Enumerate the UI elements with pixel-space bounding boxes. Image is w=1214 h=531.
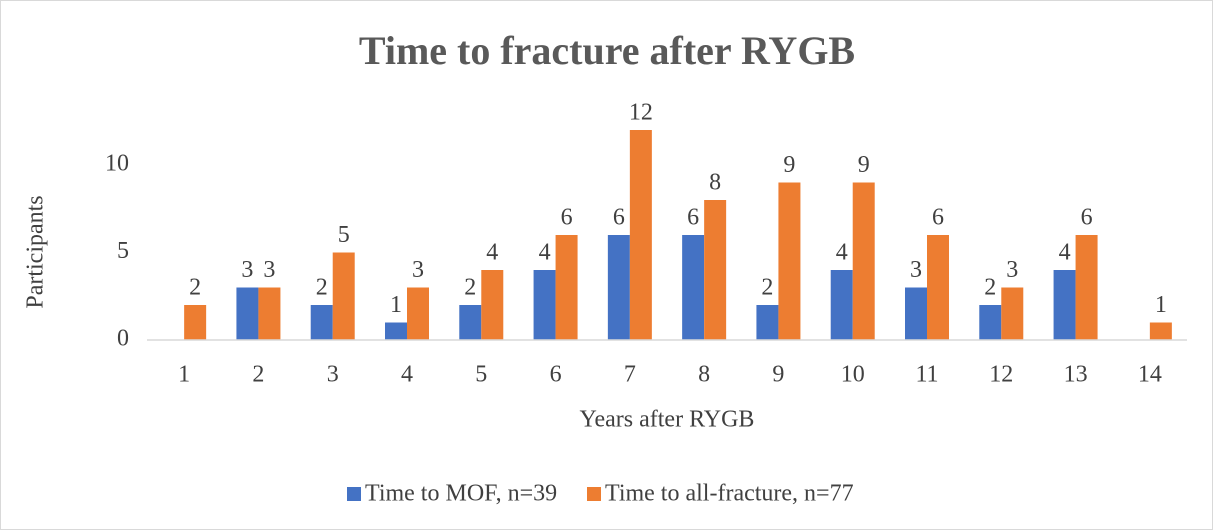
- data-label: 2: [316, 275, 328, 301]
- data-label: 2: [984, 275, 996, 301]
- legend-label: Time to MOF, n=39: [365, 481, 557, 507]
- bar: [607, 235, 630, 340]
- legend-swatch: [587, 487, 601, 501]
- bar: [481, 270, 504, 340]
- bar: [629, 130, 652, 340]
- x-tick-label: 12: [989, 362, 1013, 388]
- data-label: 1: [1155, 292, 1167, 318]
- data-label: 3: [910, 257, 922, 283]
- bar: [1053, 270, 1076, 340]
- bar: [704, 200, 727, 340]
- bar: [184, 305, 207, 340]
- x-tick-label: 9: [772, 362, 784, 388]
- x-tick-label: 5: [475, 362, 487, 388]
- bar: [236, 287, 259, 340]
- data-label: 3: [263, 257, 275, 283]
- data-label: 6: [561, 205, 573, 231]
- x-tick-label: 8: [698, 362, 710, 388]
- bar: [979, 305, 1002, 340]
- legend-label: Time to all-fracture, n=77: [605, 481, 854, 507]
- data-label: 4: [1059, 240, 1071, 266]
- data-label: 9: [783, 152, 795, 178]
- chart-title: Time to fracture after RYGB: [359, 28, 855, 73]
- bar: [756, 305, 779, 340]
- y-axis-label: Participants: [23, 195, 49, 308]
- bar: [385, 322, 407, 340]
- bar: [1075, 235, 1098, 340]
- bar: [555, 235, 578, 340]
- x-tick-label: 3: [327, 362, 339, 388]
- bar: [258, 287, 281, 340]
- y-tick-label: 5: [117, 238, 129, 264]
- bar: [1001, 287, 1024, 340]
- x-axis-label: Years after RYGB: [580, 407, 755, 433]
- bar: [459, 305, 482, 340]
- legend-swatch: [347, 487, 361, 501]
- bar: [310, 305, 333, 340]
- x-tick-label: 6: [550, 362, 562, 388]
- bar: [682, 235, 705, 340]
- data-label: 6: [1081, 205, 1093, 231]
- data-label: 3: [241, 257, 253, 283]
- y-tick-label: 10: [105, 151, 129, 177]
- bar: [927, 235, 949, 340]
- data-label: 5: [338, 222, 350, 248]
- data-label: 2: [189, 275, 201, 301]
- bar: [830, 270, 853, 340]
- x-tick-label: 4: [401, 362, 413, 388]
- data-label: 4: [836, 240, 848, 266]
- data-label: 6: [687, 205, 699, 231]
- bar: [852, 182, 875, 340]
- data-label: 3: [1006, 257, 1018, 283]
- bar: [905, 287, 927, 340]
- bar: [778, 182, 801, 340]
- data-label: 4: [539, 240, 551, 266]
- data-label: 1: [390, 292, 402, 318]
- bar: [407, 287, 429, 340]
- data-label: 8: [709, 170, 721, 196]
- data-label: 12: [629, 100, 653, 126]
- x-tick-label: 14: [1138, 362, 1162, 388]
- data-label: 2: [464, 275, 476, 301]
- x-tick-label: 10: [841, 362, 865, 388]
- bar: [533, 270, 556, 340]
- bar: [332, 252, 355, 340]
- x-tick-label: 11: [915, 362, 938, 388]
- data-label: 6: [932, 205, 944, 231]
- bar: [1149, 322, 1172, 340]
- x-tick-label: 2: [252, 362, 264, 388]
- x-tick-label: 13: [1064, 362, 1088, 388]
- data-label: 2: [761, 275, 773, 301]
- data-label: 9: [858, 152, 870, 178]
- y-tick-label: 0: [117, 326, 129, 352]
- x-tick-label: 7: [624, 362, 636, 388]
- data-label: 4: [486, 240, 498, 266]
- x-tick-label: 1: [178, 362, 190, 388]
- data-label: 3: [412, 257, 424, 283]
- data-label: 6: [613, 205, 625, 231]
